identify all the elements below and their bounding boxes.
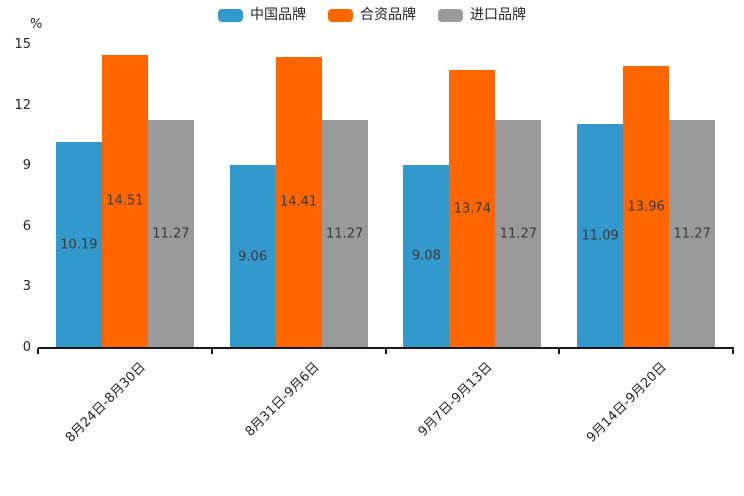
bar-value-label: 11.27 — [326, 226, 364, 242]
legend-item-2: 进口品牌 — [438, 7, 526, 23]
y-tick-label: 15 — [14, 37, 31, 52]
x-category-label: 9月7日-9月13日 — [415, 359, 496, 440]
bar-进口品牌-3: 11.27 — [669, 120, 716, 348]
bar-合资品牌-3: 13.96 — [623, 66, 670, 348]
bar-中国品牌-1: 9.06 — [229, 165, 276, 348]
x-tick-mark — [210, 348, 213, 354]
legend-item-label: 中国品牌 — [250, 7, 306, 23]
legend-swatch-icon — [328, 8, 353, 22]
bar-进口品牌-1: 11.27 — [321, 120, 368, 348]
bar-value-label: 13.96 — [627, 199, 665, 215]
bar-进口品牌-0: 11.27 — [147, 120, 194, 348]
bar-合资品牌-2: 13.74 — [449, 70, 496, 348]
y-tick-label: 12 — [14, 97, 31, 113]
legend-item-0: 中国品牌 — [218, 7, 306, 23]
x-tick-mark — [732, 348, 734, 354]
bar-中国品牌-3: 11.09 — [577, 123, 624, 348]
bar-value-label: 14.51 — [106, 193, 144, 209]
y-tick-label: 9 — [22, 158, 31, 174]
bar-value-label: 14.41 — [280, 194, 318, 210]
legend-item-label: 进口品牌 — [470, 7, 526, 23]
legend-item-1: 合资品牌 — [328, 7, 416, 23]
bar-value-label: 9.08 — [411, 248, 441, 264]
legend: 中国品牌 合资品牌 进口品牌 — [0, 7, 744, 23]
bar-进口品牌-2: 11.27 — [495, 120, 542, 348]
x-tick-mark — [558, 348, 561, 354]
bar-合资品牌-1: 14.41 — [275, 56, 322, 348]
bar-value-label: 10.19 — [60, 237, 98, 253]
bar-value-label: 13.74 — [453, 201, 491, 217]
legend-item-label: 合资品牌 — [360, 7, 416, 23]
x-tick-mark — [37, 348, 39, 354]
x-category-label: 8月24日-8月30日 — [62, 359, 149, 446]
bar-中国品牌-2: 9.08 — [403, 164, 450, 348]
bar-value-label: 11.27 — [673, 226, 711, 242]
x-category-label: 9月14日-9月20日 — [583, 359, 670, 446]
bar-value-label: 11.27 — [499, 226, 537, 242]
x-tick-mark — [384, 348, 387, 354]
bar-合资品牌-0: 14.51 — [101, 54, 148, 348]
legend-swatch-icon — [438, 8, 463, 22]
legend-swatch-icon — [218, 8, 243, 22]
bar-中国品牌-0: 10.19 — [55, 142, 102, 348]
bar-value-label: 11.09 — [581, 228, 619, 244]
x-category-label: 8月31日-9月6日 — [242, 359, 323, 440]
y-tick-label: 6 — [22, 218, 31, 234]
y-axis-unit-label: % — [30, 17, 43, 32]
bar-value-label: 11.27 — [152, 226, 190, 242]
y-tick-label: 0 — [22, 340, 31, 355]
plot-area: 10.19 14.51 11.27 9.06 14.41 11.27 9.08 13.74 11… — [38, 45, 733, 348]
bar-value-label: 9.06 — [238, 249, 268, 264]
y-tick-label: 3 — [22, 279, 31, 295]
